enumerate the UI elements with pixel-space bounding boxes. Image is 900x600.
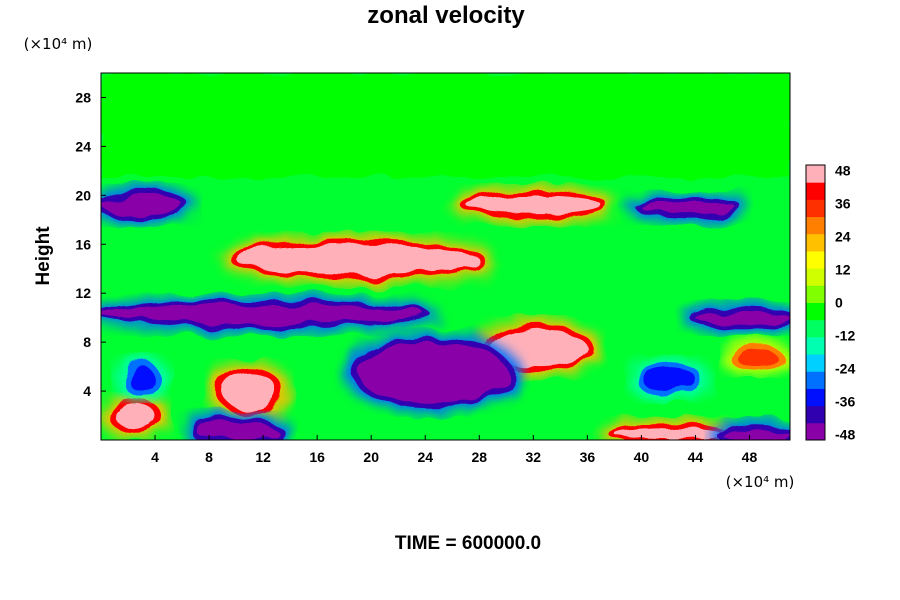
colorbar-swatch [806,182,825,200]
colorbar-swatch [806,216,825,235]
region-core [195,421,277,440]
region-core [641,201,736,214]
y-axis-ticks: 4 8 12 16 20 24 28 [75,89,106,399]
x-tick-label: 48 [742,449,758,465]
colorbar-tick-label: 48 [835,163,851,179]
time-label: TIME = 600000.0 [395,533,541,554]
x-tick-label: 12 [255,449,271,465]
region-core [735,348,777,367]
x-tick-label: 4 [151,449,159,465]
chart-title: zonal velocity [367,2,525,29]
colorbar-swatch [806,371,825,389]
velocity-region-jet [721,338,790,377]
x-axis-units: (×10⁴ m) [726,473,795,491]
region-core [614,427,723,440]
x-tick-label: 40 [634,449,650,465]
region-core [357,342,507,404]
region-core [722,430,790,440]
colorbar-swatch [806,199,825,218]
x-tick-label: 8 [205,449,213,465]
x-tick-label: 28 [471,449,487,465]
y-tick-label: 20 [75,187,91,203]
colorbar-swatch [806,285,825,303]
colorbar-tick-label: -48 [835,427,855,443]
colorbar-frame [805,164,826,441]
colorbar-tick-label: -24 [835,361,855,377]
region-core [492,329,588,367]
region-core [101,305,426,324]
velocity-region-jet [101,393,170,438]
y-tick-label: 8 [83,334,91,350]
y-axis-units: (×10⁴ m) [24,35,93,53]
x-tick-label: 32 [526,449,542,465]
region-core [101,195,183,214]
y-tick-label: 12 [75,285,91,301]
y-tick-label: 24 [75,138,91,154]
y-axis-title: Height [33,226,54,286]
region-core [695,311,790,324]
velocity-region-trough [101,295,440,334]
velocity-region-trough [681,301,790,334]
colorbar-tick-label: 0 [835,295,843,311]
y-tick-label: 28 [75,89,91,105]
colorbar-tick-label: 36 [835,196,851,212]
region-core [128,366,156,392]
colorbar-swatch [806,336,825,355]
velocity-region-jet [208,362,291,420]
velocity-region-jet [222,234,494,285]
velocity-region-trough [627,191,750,224]
colorbar-swatch [806,302,825,321]
colorbar-tick-label: -36 [835,394,855,410]
velocity-region-trough [343,332,521,414]
colorbar-swatch [806,165,825,183]
colorbar-swatch [806,405,825,424]
x-tick-label: 16 [309,449,325,465]
velocity-field [101,73,790,440]
region-core [222,372,277,410]
velocity-region-trough [114,356,170,402]
colorbar-swatch [806,319,825,338]
colorbar-swatch [806,388,825,407]
velocity-region-upper-band [101,73,790,177]
region-core [236,244,480,275]
x-tick-label: 36 [580,449,596,465]
x-tick-label: 20 [363,449,379,465]
colorbar-swatch [806,233,825,252]
x-tick-label: 24 [417,449,433,465]
plot-area [101,73,790,440]
plot-frame [100,72,791,441]
velocity-region-trough [708,420,790,440]
y-tick-label: 16 [75,236,91,252]
x-tick-label: 44 [688,449,704,465]
region-core [114,403,156,428]
velocity-region-trough [181,411,291,440]
velocity-region-trough [101,185,197,224]
velocity-region-jet [600,417,737,440]
colorbar: 48 36 24 12 0 -12 -24 -36 -48 [805,163,855,443]
region-band [101,73,790,177]
velocity-region-trough [627,356,710,402]
velocity-region-jet [451,185,615,224]
region-core [465,195,601,214]
x-axis-ticks: 4 8 12 16 20 24 28 32 36 40 44 48 [151,435,757,465]
colorbar-tick-label: -12 [835,328,855,344]
colorbar-swatch [806,268,825,286]
colorbar-swatch [806,250,825,269]
y-tick-label: 4 [83,383,91,399]
colorbar-swatch [806,354,825,372]
colorbar-swatch [806,422,825,441]
colorbar-tick-label: 24 [835,229,851,245]
region-core [641,366,696,392]
colorbar-tick-label: 12 [835,262,851,278]
